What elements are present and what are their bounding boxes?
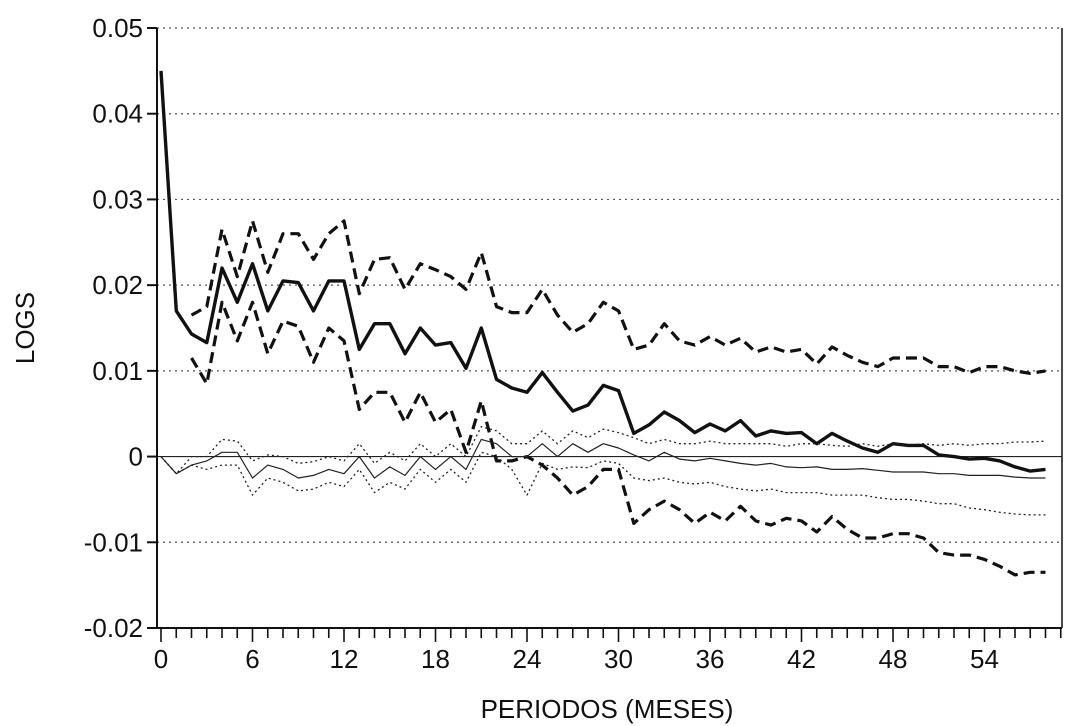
series-line-3 [190, 300, 1046, 577]
x-tick-label: 30 [604, 644, 633, 674]
x-tick-label: 24 [513, 644, 542, 674]
series-line-1 [159, 70, 1046, 473]
y-axis-ticks: -0.02 -0.01 0 0.01 0.02 0.03 0.04 0.05 [84, 13, 157, 643]
y-tick-label: 0.03 [92, 184, 143, 214]
x-tick-label: 42 [787, 644, 816, 674]
x-tick-label: 6 [245, 644, 259, 674]
x-tick-label: 0 [154, 644, 168, 674]
series-line-4 [160, 438, 1046, 479]
series-line-6 [160, 451, 1046, 516]
x-axis-ticks: 0 6 12 18 24 30 36 42 48 54 [154, 628, 1062, 674]
y-tick-label: 0.05 [92, 13, 143, 43]
x-tick-label: 54 [970, 644, 999, 674]
y-axis-title: LOGS [10, 292, 40, 364]
series-line-5 [160, 425, 1046, 475]
x-tick-label: 48 [879, 644, 908, 674]
y-tick-label: 0.04 [92, 99, 143, 129]
y-tick-label: -0.02 [84, 613, 143, 643]
x-tick-label: 18 [421, 644, 450, 674]
x-tick-label: 36 [696, 644, 725, 674]
series-line-2 [190, 219, 1046, 375]
x-tick-label: 12 [330, 644, 359, 674]
series-lines [159, 70, 1046, 577]
y-tick-label: 0.02 [92, 270, 143, 300]
y-tick-label: 0 [129, 442, 143, 472]
gridlines [157, 27, 1062, 629]
x-axis-title: PERIODOS (MESES) [481, 694, 734, 724]
y-tick-label: 0.01 [92, 356, 143, 386]
y-tick-label: -0.01 [84, 527, 143, 557]
axes-frame [156, 28, 1063, 629]
